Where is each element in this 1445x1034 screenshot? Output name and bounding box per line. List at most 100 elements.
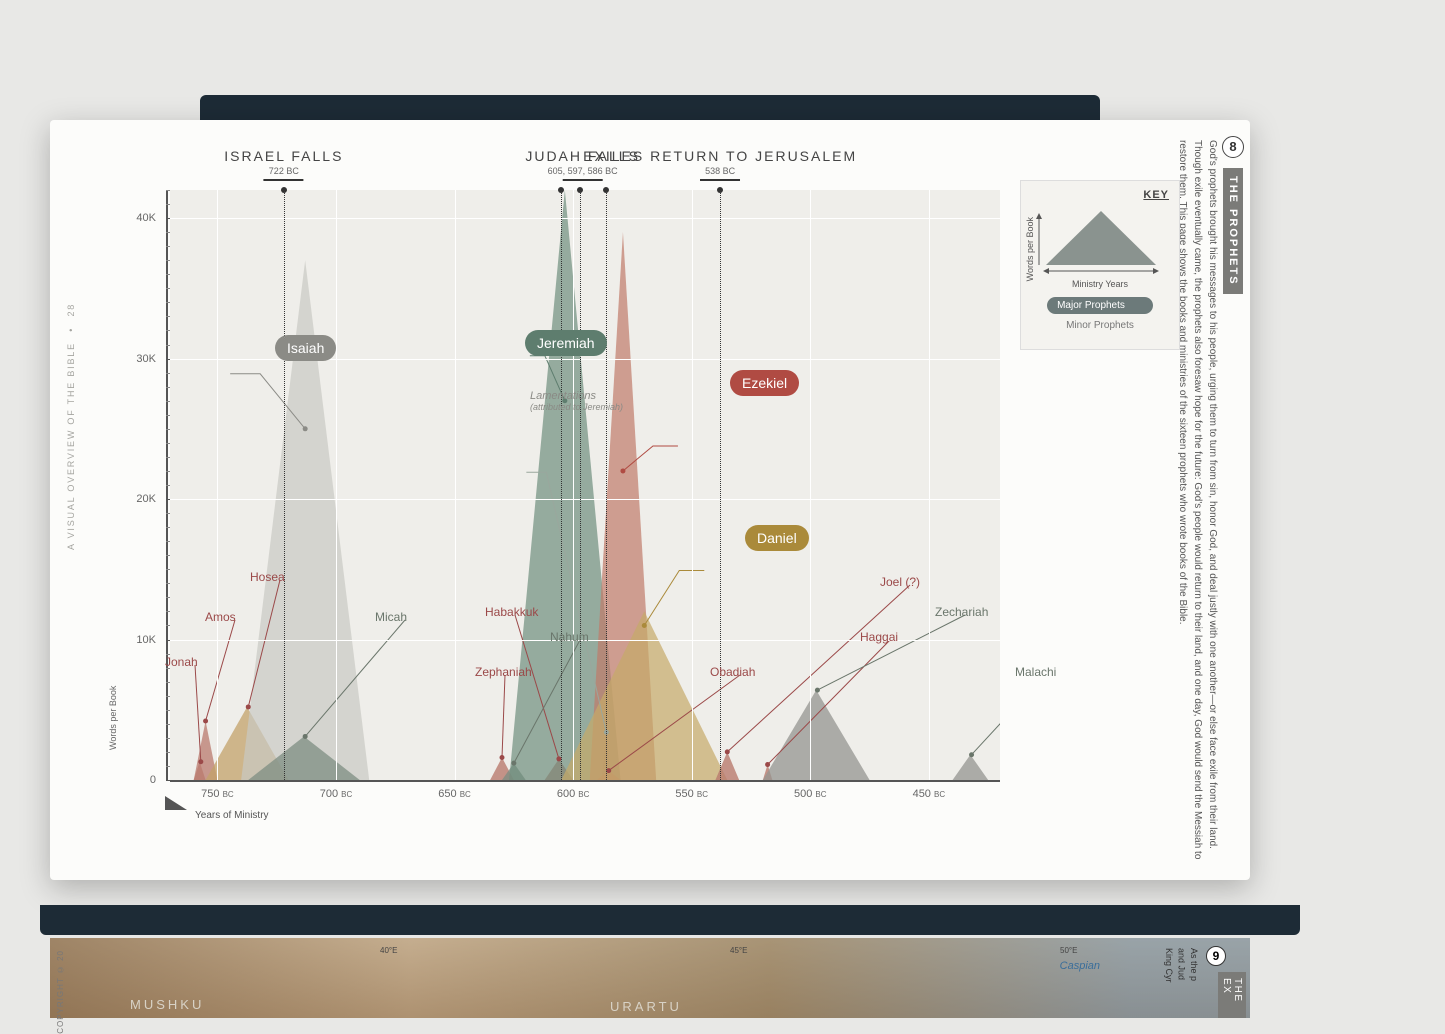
callout-dot-icon xyxy=(500,755,505,760)
callout-dot-icon xyxy=(620,468,625,473)
x-axis xyxy=(170,780,1000,782)
gridline-h xyxy=(170,499,1000,500)
label-zephaniah: Zephaniah xyxy=(475,665,532,679)
label-joel: Joel (?) xyxy=(880,575,920,589)
callout-dot-icon xyxy=(815,688,820,693)
event-dot-icon xyxy=(603,187,609,193)
gridline-h xyxy=(170,218,1000,219)
x-tick-label: 550 BC xyxy=(675,788,708,800)
key-minor-label: Minor Prophets xyxy=(1031,320,1169,331)
next-section-body-fragment: As the p and Jud King Cyr xyxy=(1162,948,1200,983)
y-tick-label: 0 xyxy=(150,774,156,786)
y-tick-label: 30K xyxy=(136,353,156,365)
label-ezekiel: Ezekiel xyxy=(730,370,799,396)
event-title: EXILES RETURN TO JERUSALEM xyxy=(583,148,857,164)
callout-dot-icon xyxy=(303,426,308,431)
prophet-triangles-svg xyxy=(170,190,1000,780)
key-x-label: Ministry Years xyxy=(1031,279,1169,289)
map-place-2: URARTU xyxy=(610,999,682,1014)
event-dropline xyxy=(606,190,607,780)
label-obadiah: Obadiah xyxy=(710,665,755,679)
x-axis-title: Years of Ministry xyxy=(195,810,269,821)
callout-line xyxy=(817,615,965,690)
event-dot-icon xyxy=(717,187,723,193)
callout-dot-icon xyxy=(511,761,516,766)
callout-line xyxy=(206,620,235,721)
x-tick-label: 600 BC xyxy=(557,788,590,800)
event-dot-icon xyxy=(558,187,564,193)
key-title: KEY xyxy=(1031,189,1169,201)
label-haggai: Haggai xyxy=(860,630,898,644)
next-section-header: THE EX xyxy=(1218,972,1246,1018)
book-spine-bottom xyxy=(40,905,1300,935)
label-malachi: Malachi xyxy=(1015,665,1056,679)
label-daniel: Daniel xyxy=(745,525,809,551)
gridline-v xyxy=(217,190,218,780)
event-dropline xyxy=(580,190,581,780)
gridline-v xyxy=(810,190,811,780)
section-number: 8 xyxy=(1222,136,1244,158)
x-tick-label: 450 BC xyxy=(913,788,946,800)
y-tick-label: 40K xyxy=(136,212,156,224)
callout-line xyxy=(502,675,505,758)
callout-dot-icon xyxy=(246,704,251,709)
event-dropline xyxy=(284,190,285,780)
gridline-v xyxy=(692,190,693,780)
next-section-number: 9 xyxy=(1206,946,1226,966)
gridline-v xyxy=(929,190,930,780)
x-axis-corner-triangle-icon xyxy=(165,796,187,810)
label-hosea: Hosea xyxy=(250,570,285,584)
gridline-v xyxy=(573,190,574,780)
key-major-pill: Major Prophets xyxy=(1047,297,1153,314)
label-zechariah: Zechariah xyxy=(935,605,988,619)
callout-line xyxy=(972,675,1000,755)
x-tick-label: 750 BC xyxy=(201,788,234,800)
event-title: ISRAEL FALLS xyxy=(224,148,343,164)
copyright: COPYRIGHT © 20 xyxy=(56,950,65,1034)
label-micah: Micah xyxy=(375,610,407,624)
callout-dot-icon xyxy=(203,719,208,724)
callout-dot-icon xyxy=(765,762,770,767)
plot-area xyxy=(170,190,1000,780)
x-tick-label: 700 BC xyxy=(320,788,353,800)
callout-dot-icon xyxy=(642,623,647,628)
x-tick-label: 650 BC xyxy=(438,788,471,800)
callout-dot-icon xyxy=(303,734,308,739)
y-tick-label: 10K xyxy=(136,634,156,646)
prophet-triangle-malachi xyxy=(953,755,989,780)
y-tick-label: 20K xyxy=(136,493,156,505)
gridline-v xyxy=(336,190,337,780)
map-place-1: MUSHKU xyxy=(130,997,204,1012)
margin-label-text: A VISUAL OVERVIEW OF THE BIBLE xyxy=(66,342,76,550)
x-tick-label: 500 BC xyxy=(794,788,827,800)
margin-page-number: 28 xyxy=(66,303,76,317)
map-caption: Caspian xyxy=(1060,960,1100,972)
y-axis-title: Words per Book xyxy=(108,686,118,750)
label-habakkuk: Habakkuk xyxy=(485,605,538,619)
section-header: THE PROPHETS xyxy=(1223,168,1243,294)
callout-line xyxy=(644,570,704,625)
label-isaiah: Isaiah xyxy=(275,335,336,361)
prophet-triangle-zechariah xyxy=(763,690,870,780)
margin-label: A VISUAL OVERVIEW OF THE BIBLE • 28 xyxy=(66,303,76,550)
event-year: 538 BC xyxy=(583,166,857,176)
event-dropline xyxy=(720,190,721,780)
callout-dot-icon xyxy=(198,759,203,764)
key-y-label: Words per Book xyxy=(1025,217,1035,281)
callout-line xyxy=(195,665,201,762)
map-lon-1: 40°E xyxy=(380,946,397,955)
map-lon-3: 50°E xyxy=(1060,946,1077,955)
event-year: 722 BC xyxy=(224,166,343,176)
callout-dot-icon xyxy=(969,752,974,757)
key-triangle-icon xyxy=(1031,205,1171,277)
label-nahum: Nahum xyxy=(550,630,589,644)
event-marker: EXILES RETURN TO JERUSALEM 538 BC xyxy=(583,148,857,181)
label-jonah: Jonah xyxy=(165,655,198,669)
event-dot-icon xyxy=(281,187,287,193)
label-lamentations: Lamentations(attributed to Jeremiah) xyxy=(530,390,623,412)
key-box: KEY Words per Book Ministry Years Major … xyxy=(1020,180,1180,350)
event-marker: ISRAEL FALLS 722 BC xyxy=(224,148,343,181)
page: A VISUAL OVERVIEW OF THE BIBLE • 28 8 TH… xyxy=(50,120,1250,880)
gridline-v xyxy=(455,190,456,780)
event-dropline xyxy=(561,190,562,780)
